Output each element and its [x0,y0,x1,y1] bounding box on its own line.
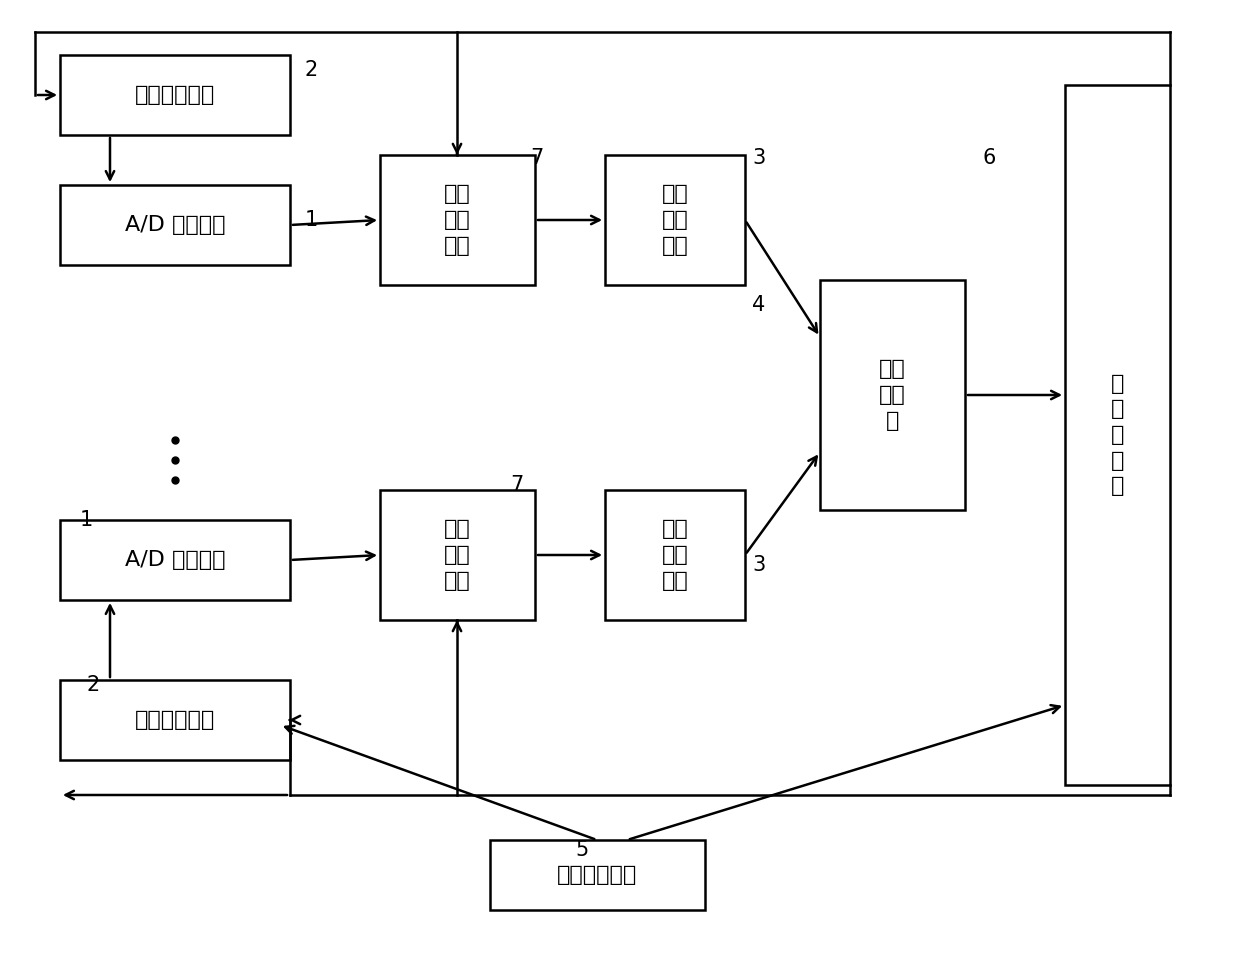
Bar [60,185,290,265]
Bar [379,490,534,620]
Text: 控制: 控制 [444,210,471,230]
Text: 数据: 数据 [662,519,688,540]
Text: 多路: 多路 [879,359,906,380]
Bar [605,490,745,620]
Text: 理: 理 [1111,451,1125,471]
Bar [60,520,290,600]
Text: 数: 数 [1111,374,1125,394]
Text: 单元: 单元 [662,236,688,255]
Text: 复用: 复用 [879,385,906,405]
Text: 4: 4 [751,295,765,315]
Bar [820,280,965,510]
Text: 单元: 单元 [662,571,688,590]
Text: A/D 转换芯片: A/D 转换芯片 [125,215,226,235]
Text: 2: 2 [87,675,100,695]
Text: A/D 转换芯片: A/D 转换芯片 [125,550,226,570]
Text: 7: 7 [529,148,543,168]
Bar [1065,85,1171,785]
Text: 1: 1 [81,510,93,530]
Text: 延时控制模块: 延时控制模块 [135,85,215,105]
Bar [379,155,534,285]
Text: 处理: 处理 [662,210,688,230]
Text: 5: 5 [575,840,588,860]
Text: 参数输入单元: 参数输入单元 [557,865,637,885]
Bar [60,55,290,135]
Text: 增益: 增益 [444,184,471,205]
Text: 模块: 模块 [444,571,471,590]
Text: 器: 器 [1111,476,1125,496]
Bar [490,840,706,910]
Text: 数据: 数据 [662,184,688,205]
Text: 2: 2 [305,60,319,80]
Text: 延时控制模块: 延时控制模块 [135,710,215,730]
Bar [60,680,290,760]
Bar [605,155,745,285]
Text: 3: 3 [751,555,765,575]
Text: 7: 7 [510,475,523,495]
Text: 据: 据 [1111,399,1125,419]
Text: 器: 器 [885,411,899,430]
Text: 3: 3 [751,148,765,168]
Text: 处理: 处理 [662,545,688,565]
Text: 处: 处 [1111,425,1125,445]
Text: 模块: 模块 [444,236,471,255]
Text: 增益: 增益 [444,519,471,540]
Text: 6: 6 [982,148,996,168]
Text: 控制: 控制 [444,545,471,565]
Text: 1: 1 [305,210,319,230]
